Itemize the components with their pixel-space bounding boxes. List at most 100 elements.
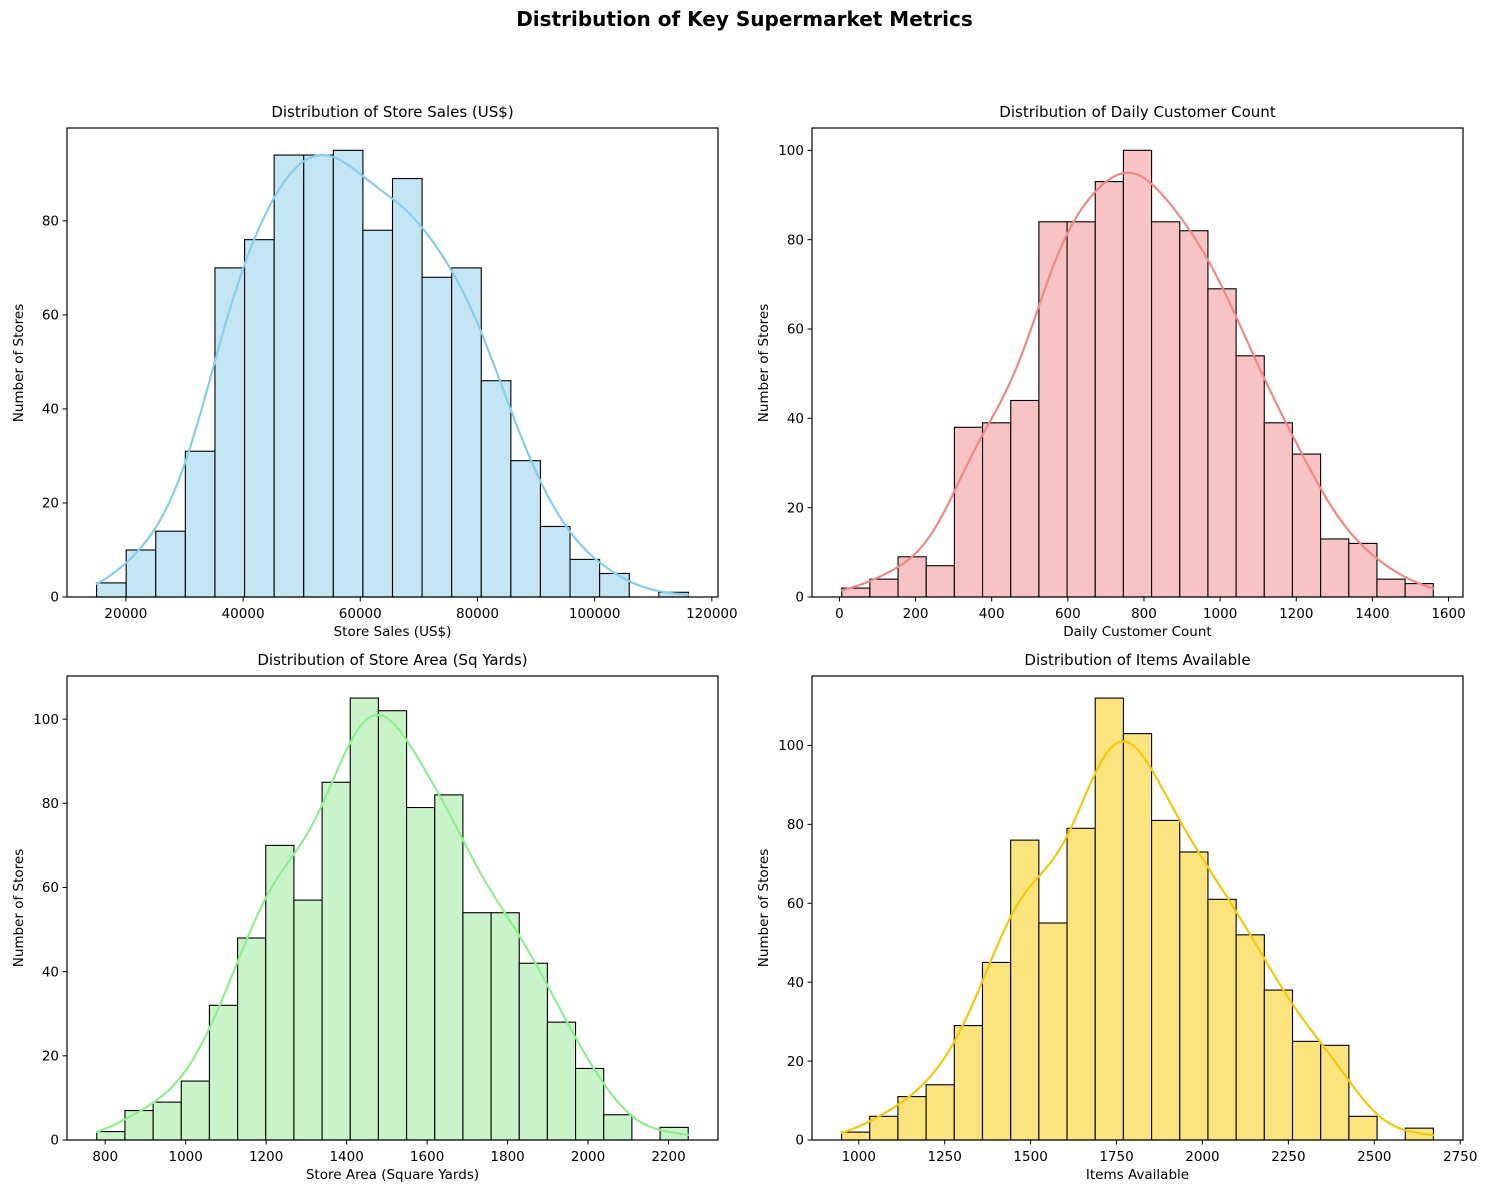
histogram-bar xyxy=(869,578,899,598)
y-tick-label: 20 xyxy=(787,500,804,516)
kde-curve xyxy=(840,740,1435,1137)
x-tick-label: 1400 xyxy=(1355,606,1389,622)
histogram-bar xyxy=(575,1067,605,1141)
histogram-bar xyxy=(1122,733,1153,1141)
x-axis-ticks: 20000 40000 60000 80000 100000 120000 xyxy=(104,597,738,622)
x-tick-label: 400 xyxy=(979,606,1005,622)
axes-frame xyxy=(66,127,719,598)
y-tick-label: 60 xyxy=(42,880,59,896)
histogram-bar xyxy=(1094,181,1124,598)
x-tick-label: 2000 xyxy=(1185,1149,1219,1165)
y-tick-label: 80 xyxy=(787,232,804,248)
histogram-bar xyxy=(981,961,1012,1141)
histogram-bar xyxy=(1094,697,1124,1141)
histogram-bar xyxy=(180,1080,210,1141)
x-tick-label: 0 xyxy=(835,606,844,622)
histogram-bar xyxy=(539,525,571,598)
y-tick-label: 100 xyxy=(778,143,804,159)
y-tick-label: 60 xyxy=(42,308,59,324)
x-tick-label: 2500 xyxy=(1357,1149,1391,1165)
subplot-daily-customer-count: Distribution of Daily Customer Count Num… xyxy=(745,100,1489,645)
subplot-store-sales: Distribution of Store Sales (US$) Number… xyxy=(0,100,744,645)
x-tick-label: 1400 xyxy=(329,1149,363,1165)
x-tick-label: 200 xyxy=(903,606,929,622)
x-tick-label: 20000 xyxy=(104,606,147,622)
histogram-bar xyxy=(362,229,394,598)
y-tick-label: 80 xyxy=(42,796,59,812)
histogram-bar xyxy=(1291,453,1322,598)
histogram-bar xyxy=(214,267,246,598)
histogram-bar xyxy=(925,1084,955,1141)
histogram-bar xyxy=(1122,149,1153,598)
y-tick-label: 40 xyxy=(787,975,804,991)
x-tick-label: 60000 xyxy=(339,606,382,622)
histogram-bar xyxy=(925,565,955,598)
subplot-store-area: Distribution of Store Area (Sq Yards) Nu… xyxy=(0,648,744,1193)
kde-curve xyxy=(840,171,1435,592)
x-tick-label: 1600 xyxy=(1431,606,1465,622)
subplot-items-available: Distribution of Items Available Number o… xyxy=(745,648,1489,1193)
x-tick-label: 600 xyxy=(1055,606,1081,622)
y-axis-ticks: 0 20 40 60 80 100 xyxy=(778,143,812,606)
histogram-bar xyxy=(518,962,548,1141)
histogram-bar xyxy=(841,1131,871,1141)
y-tick-label: 20 xyxy=(42,496,59,512)
histogram-bar xyxy=(1320,538,1350,598)
histogram-bar xyxy=(1263,989,1294,1141)
x-tick-label: 800 xyxy=(92,1149,118,1165)
histogram-bar xyxy=(332,149,364,598)
histogram-bar xyxy=(1404,583,1434,598)
axes-frame xyxy=(811,675,1464,1141)
y-tick-label: 0 xyxy=(50,590,59,606)
figure-title: Distribution of Key Supermarket Metrics xyxy=(516,7,973,31)
histogram-bar xyxy=(510,460,541,598)
histogram-bar xyxy=(603,1114,633,1141)
y-axis-ticks: 0 20 40 60 80 100 xyxy=(33,712,67,1149)
y-tick-label: 100 xyxy=(33,712,59,728)
histogram-bar xyxy=(152,1101,182,1141)
histogram-bar xyxy=(1179,230,1209,598)
subplot-title-store-area: Distribution of Store Area (Sq Yards) xyxy=(257,651,528,669)
histogram-bar xyxy=(293,899,323,1141)
histogram-bar xyxy=(1291,1040,1322,1141)
y-tick-label: 60 xyxy=(787,322,804,338)
histogram-bar xyxy=(303,154,334,598)
histogram-bar xyxy=(244,239,275,598)
x-axis-label-store-area: Store Area (Square Yards) xyxy=(305,1167,480,1183)
histogram-bar xyxy=(208,1004,239,1141)
subplot-title-items-available: Distribution of Items Available xyxy=(1024,651,1251,669)
histogram-bar xyxy=(546,1021,577,1141)
histogram-bar xyxy=(1348,542,1378,598)
histogram-bar xyxy=(1066,827,1096,1141)
y-tick-label: 40 xyxy=(42,402,59,418)
histogram-bar xyxy=(451,267,482,598)
x-tick-label: 40000 xyxy=(222,606,265,622)
x-axis-label-daily-customer-count: Daily Customer Count xyxy=(1063,624,1212,640)
histogram-bar xyxy=(237,937,267,1141)
x-tick-label: 1800 xyxy=(490,1149,524,1165)
histogram-bar xyxy=(125,549,157,598)
histogram-bars xyxy=(96,697,689,1141)
axes-frame xyxy=(66,675,719,1141)
x-tick-label: 1200 xyxy=(1279,606,1313,622)
x-tick-label: 1500 xyxy=(1013,1149,1047,1165)
plot-canvas-items-available: 1000 1250 1500 1750 2000 2250 2500 2750 0 20 40 60 8… xyxy=(778,675,1477,1165)
histogram-bars xyxy=(841,697,1434,1141)
histogram-bar xyxy=(124,1109,154,1141)
y-axis-ticks: 0 20 40 60 80 100 xyxy=(778,738,812,1149)
histogram-bar xyxy=(391,177,423,598)
histogram-bar xyxy=(321,781,351,1141)
x-axis-label-items-available: Items Available xyxy=(1085,1167,1190,1183)
histogram-bar xyxy=(1151,819,1181,1141)
y-tick-label: 100 xyxy=(778,738,804,754)
histogram-bar xyxy=(1207,898,1237,1141)
x-axis-ticks: 0 200 400 600 800 1000 1200 1400 1600 xyxy=(835,597,1466,622)
histogram-bar xyxy=(96,582,127,598)
histogram-bar xyxy=(1066,221,1096,598)
histogram-bar xyxy=(1151,221,1181,598)
x-tick-label: 1600 xyxy=(410,1149,444,1165)
histogram-bar xyxy=(155,530,186,598)
histogram-bar xyxy=(462,912,492,1141)
y-tick-label: 20 xyxy=(42,1049,59,1065)
x-tick-label: 1750 xyxy=(1099,1149,1133,1165)
